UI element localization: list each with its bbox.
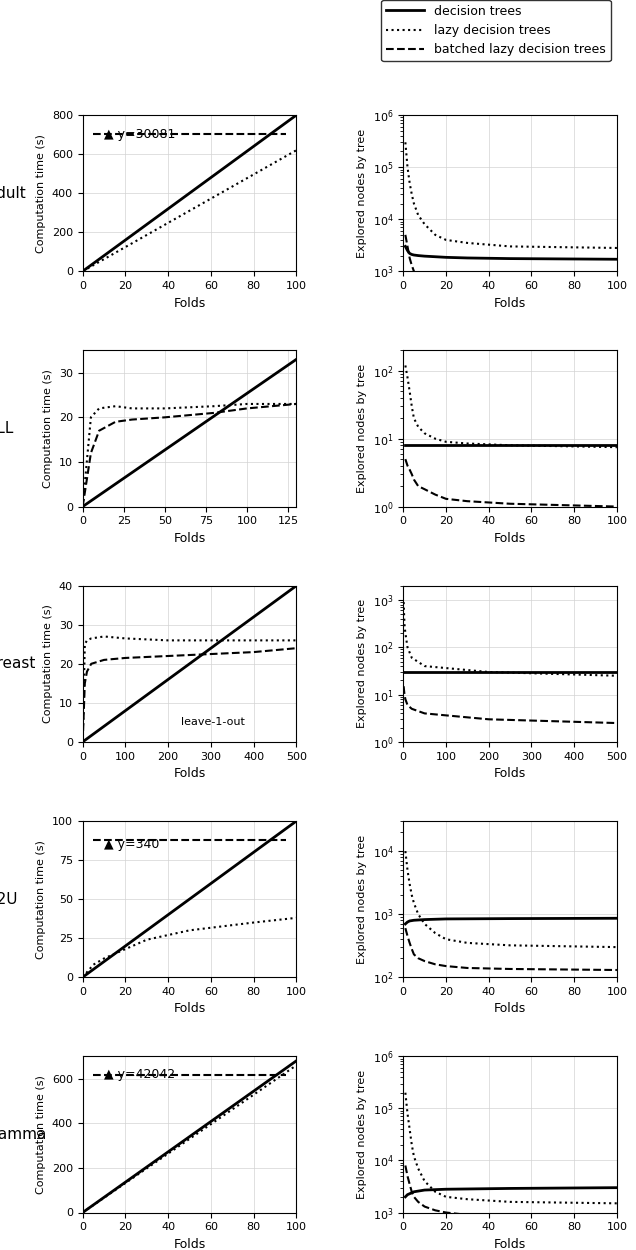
- X-axis label: Folds: Folds: [174, 531, 205, 545]
- X-axis label: Folds: Folds: [494, 296, 526, 310]
- Y-axis label: Computation time (s): Computation time (s): [36, 134, 46, 252]
- Text: Breast: Breast: [0, 656, 36, 671]
- X-axis label: Folds: Folds: [494, 1238, 526, 1250]
- Y-axis label: Computation time (s): Computation time (s): [36, 1075, 46, 1194]
- X-axis label: Folds: Folds: [174, 1003, 205, 1015]
- X-axis label: Folds: Folds: [494, 531, 526, 545]
- Text: Gamma: Gamma: [0, 1128, 47, 1142]
- Text: ▲ y=30081: ▲ y=30081: [104, 127, 176, 141]
- X-axis label: Folds: Folds: [174, 1238, 205, 1250]
- Text: ▲ y=340: ▲ y=340: [104, 838, 160, 851]
- Y-axis label: Explored nodes by tree: Explored nodes by tree: [357, 364, 368, 493]
- X-axis label: Folds: Folds: [494, 768, 526, 780]
- Y-axis label: Computation time (s): Computation time (s): [43, 604, 53, 724]
- X-axis label: Folds: Folds: [494, 1003, 526, 1015]
- Y-axis label: Explored nodes by tree: Explored nodes by tree: [357, 835, 367, 964]
- Text: Adult: Adult: [0, 186, 26, 201]
- X-axis label: Folds: Folds: [174, 296, 205, 310]
- Y-axis label: Explored nodes by tree: Explored nodes by tree: [357, 599, 368, 729]
- Text: C2U: C2U: [0, 891, 18, 906]
- Text: leave-1-out: leave-1-out: [181, 718, 245, 728]
- Y-axis label: Computation time (s): Computation time (s): [36, 840, 46, 959]
- Text: ▲ y=42042: ▲ y=42042: [104, 1068, 175, 1081]
- Y-axis label: Explored nodes by tree: Explored nodes by tree: [357, 1070, 367, 1199]
- Y-axis label: Explored nodes by tree: Explored nodes by tree: [357, 129, 367, 258]
- Legend: decision trees, lazy decision trees, batched lazy decision trees: decision trees, lazy decision trees, bat…: [382, 0, 611, 61]
- Y-axis label: Computation time (s): Computation time (s): [43, 369, 53, 488]
- X-axis label: Folds: Folds: [174, 768, 205, 780]
- Text: ALL: ALL: [0, 421, 14, 436]
